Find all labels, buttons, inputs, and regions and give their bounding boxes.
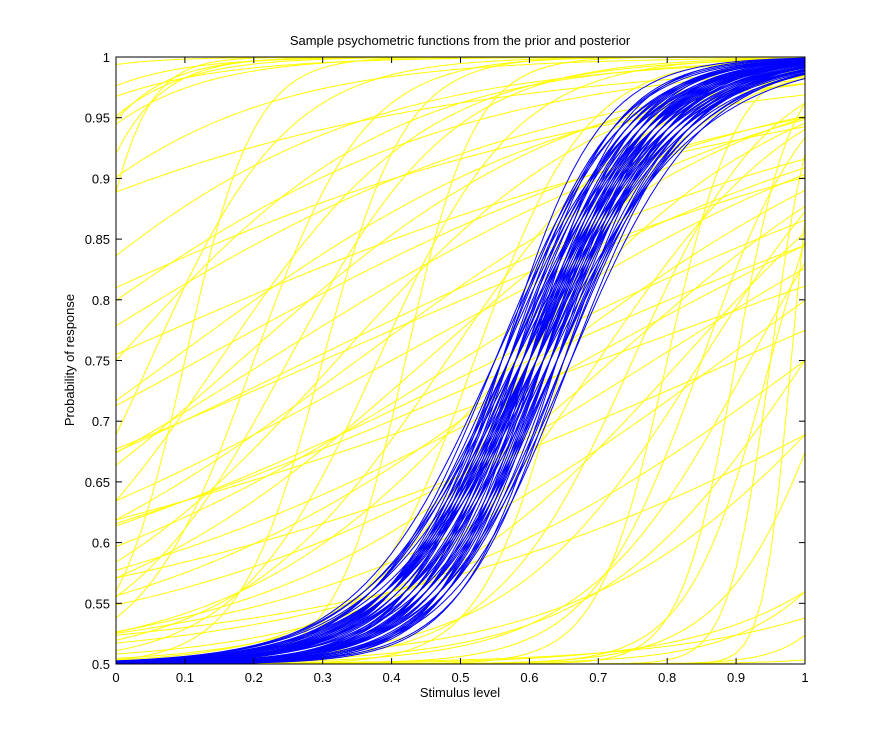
x-tick-label-2: 0.2 <box>245 670 263 685</box>
posterior-curve-48 <box>116 58 805 664</box>
x-tick-label-8: 0.8 <box>658 670 676 685</box>
y-tick-label-9: 0.95 <box>85 111 110 126</box>
y-tick-label-5: 0.75 <box>85 354 110 369</box>
posterior-curve-59 <box>116 57 805 664</box>
y-tick-label-8: 0.9 <box>92 171 110 186</box>
prior-curve-57 <box>116 634 805 664</box>
posterior-curve-43 <box>116 62 805 664</box>
prior-curve-28 <box>116 118 805 521</box>
prior-curve-7 <box>116 57 805 178</box>
prior-curve-29 <box>116 57 805 652</box>
prior-curve-36 <box>116 219 805 527</box>
x-tick-label-10: 1 <box>801 670 808 685</box>
x-tick-label-1: 0.1 <box>176 670 194 685</box>
prior-curve-23 <box>116 115 805 454</box>
prior-curve-25 <box>116 158 805 453</box>
y-tick-label-0: 0.5 <box>92 657 110 672</box>
y-tick-label-2: 0.6 <box>92 536 110 551</box>
x-tick-label-3: 0.3 <box>314 670 332 685</box>
prior-curve-67 <box>116 285 805 521</box>
prior-curve-34 <box>116 173 805 548</box>
y-axis-label: Probability of response <box>62 294 77 426</box>
posterior-curve-57 <box>116 70 805 662</box>
y-tick-label-1: 0.55 <box>85 596 110 611</box>
chart-title: Sample psychometric functions from the p… <box>290 33 631 48</box>
x-tick-label-4: 0.4 <box>383 670 401 685</box>
prior-curve-64 <box>116 329 805 579</box>
posterior-curve-52 <box>116 73 805 663</box>
y-tick-label-4: 0.7 <box>92 414 110 429</box>
y-axis: 0.5 0.55 0.6 0.65 0.7 0.75 0.8 0.85 0.9 0.95 1 <box>85 50 805 672</box>
prior-curve-14 <box>116 126 805 355</box>
y-tick-label-3: 0.65 <box>85 475 110 490</box>
y-tick-label-7: 0.85 <box>85 232 110 247</box>
x-tick-label-9: 0.9 <box>727 670 745 685</box>
prior-curve-69 <box>116 153 805 664</box>
x-axis: 0 0.1 0.2 0.3 0.4 0.5 0.6 0.7 0.8 0.9 1 <box>112 57 809 685</box>
x-tick-label-6: 0.6 <box>520 670 538 685</box>
prior-curve-62 <box>116 176 805 450</box>
prior-curve-63 <box>116 244 805 524</box>
prior-curve-41 <box>116 244 805 571</box>
y-tick-label-6: 0.8 <box>92 293 110 308</box>
posterior-curve-51 <box>116 61 805 664</box>
prior-curve-30 <box>116 167 805 502</box>
prior-curve-8 <box>116 61 805 257</box>
x-tick-label-7: 0.7 <box>589 670 607 685</box>
prior-curve-39 <box>116 189 805 597</box>
posterior-curve-58 <box>116 67 805 664</box>
y-tick-label-10: 1 <box>103 50 110 65</box>
prior-curve-24 <box>116 57 805 598</box>
prior-curve-15 <box>116 60 805 361</box>
plot-area <box>115 56 806 665</box>
posterior-curve-47 <box>116 72 805 664</box>
posterior-curve-21 <box>116 69 805 662</box>
x-tick-label-0: 0 <box>112 670 119 685</box>
x-axis-label: Stimulus level <box>420 685 500 700</box>
posterior-curve-56 <box>116 61 805 664</box>
prior-curve-9 <box>116 57 805 193</box>
prior-curve-32 <box>116 117 805 579</box>
x-tick-label-5: 0.5 <box>451 670 469 685</box>
posterior-curve-55 <box>116 60 805 664</box>
posterior-curve-54 <box>116 63 805 664</box>
